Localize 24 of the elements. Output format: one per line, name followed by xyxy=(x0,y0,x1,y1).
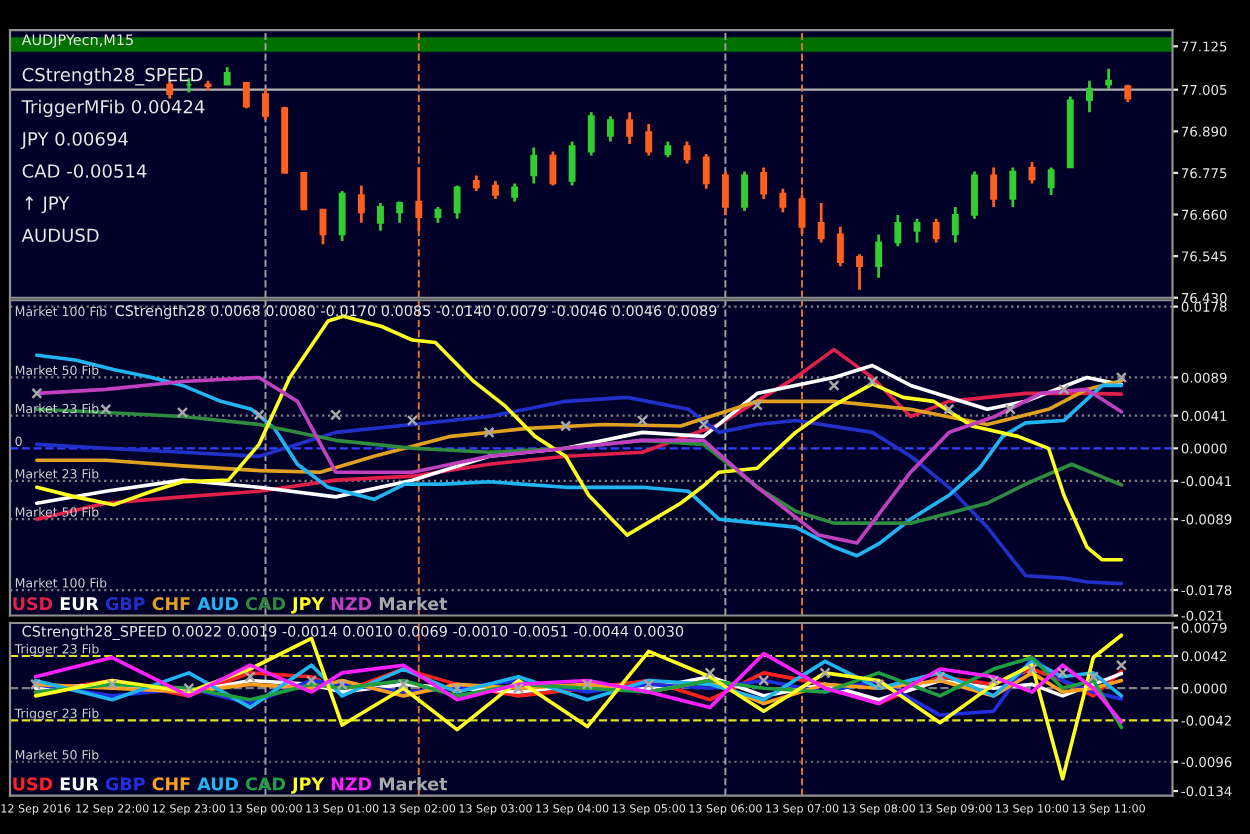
text: USD xyxy=(13,597,53,611)
text: JPY xyxy=(291,597,325,614)
text: CAD xyxy=(245,597,286,611)
text: JPY xyxy=(291,777,325,794)
annotation: TriggerMFib 0.00424 xyxy=(21,99,205,118)
text: GBP xyxy=(105,777,145,791)
text: EUR xyxy=(60,597,99,611)
text: CHF xyxy=(152,777,190,791)
annotation: CStrength28_SPEED xyxy=(22,67,203,86)
annotation: ↑ JPY xyxy=(25,196,70,214)
text: NZD xyxy=(331,777,372,791)
annotation: CAD -0.00514 xyxy=(22,164,147,178)
text: AUD xyxy=(197,597,239,611)
text: AUD xyxy=(197,777,239,791)
text: Market xyxy=(379,596,448,611)
text: USD xyxy=(13,777,53,791)
text: CHF xyxy=(152,597,190,611)
text: GBP xyxy=(105,597,145,611)
text: CAD xyxy=(245,777,286,791)
text: Market xyxy=(379,776,448,791)
text: NZD xyxy=(331,597,372,611)
text: EUR xyxy=(60,777,99,791)
annotation: AUDUSD xyxy=(21,228,99,243)
annotation: JPY 0.00694 xyxy=(20,132,128,150)
